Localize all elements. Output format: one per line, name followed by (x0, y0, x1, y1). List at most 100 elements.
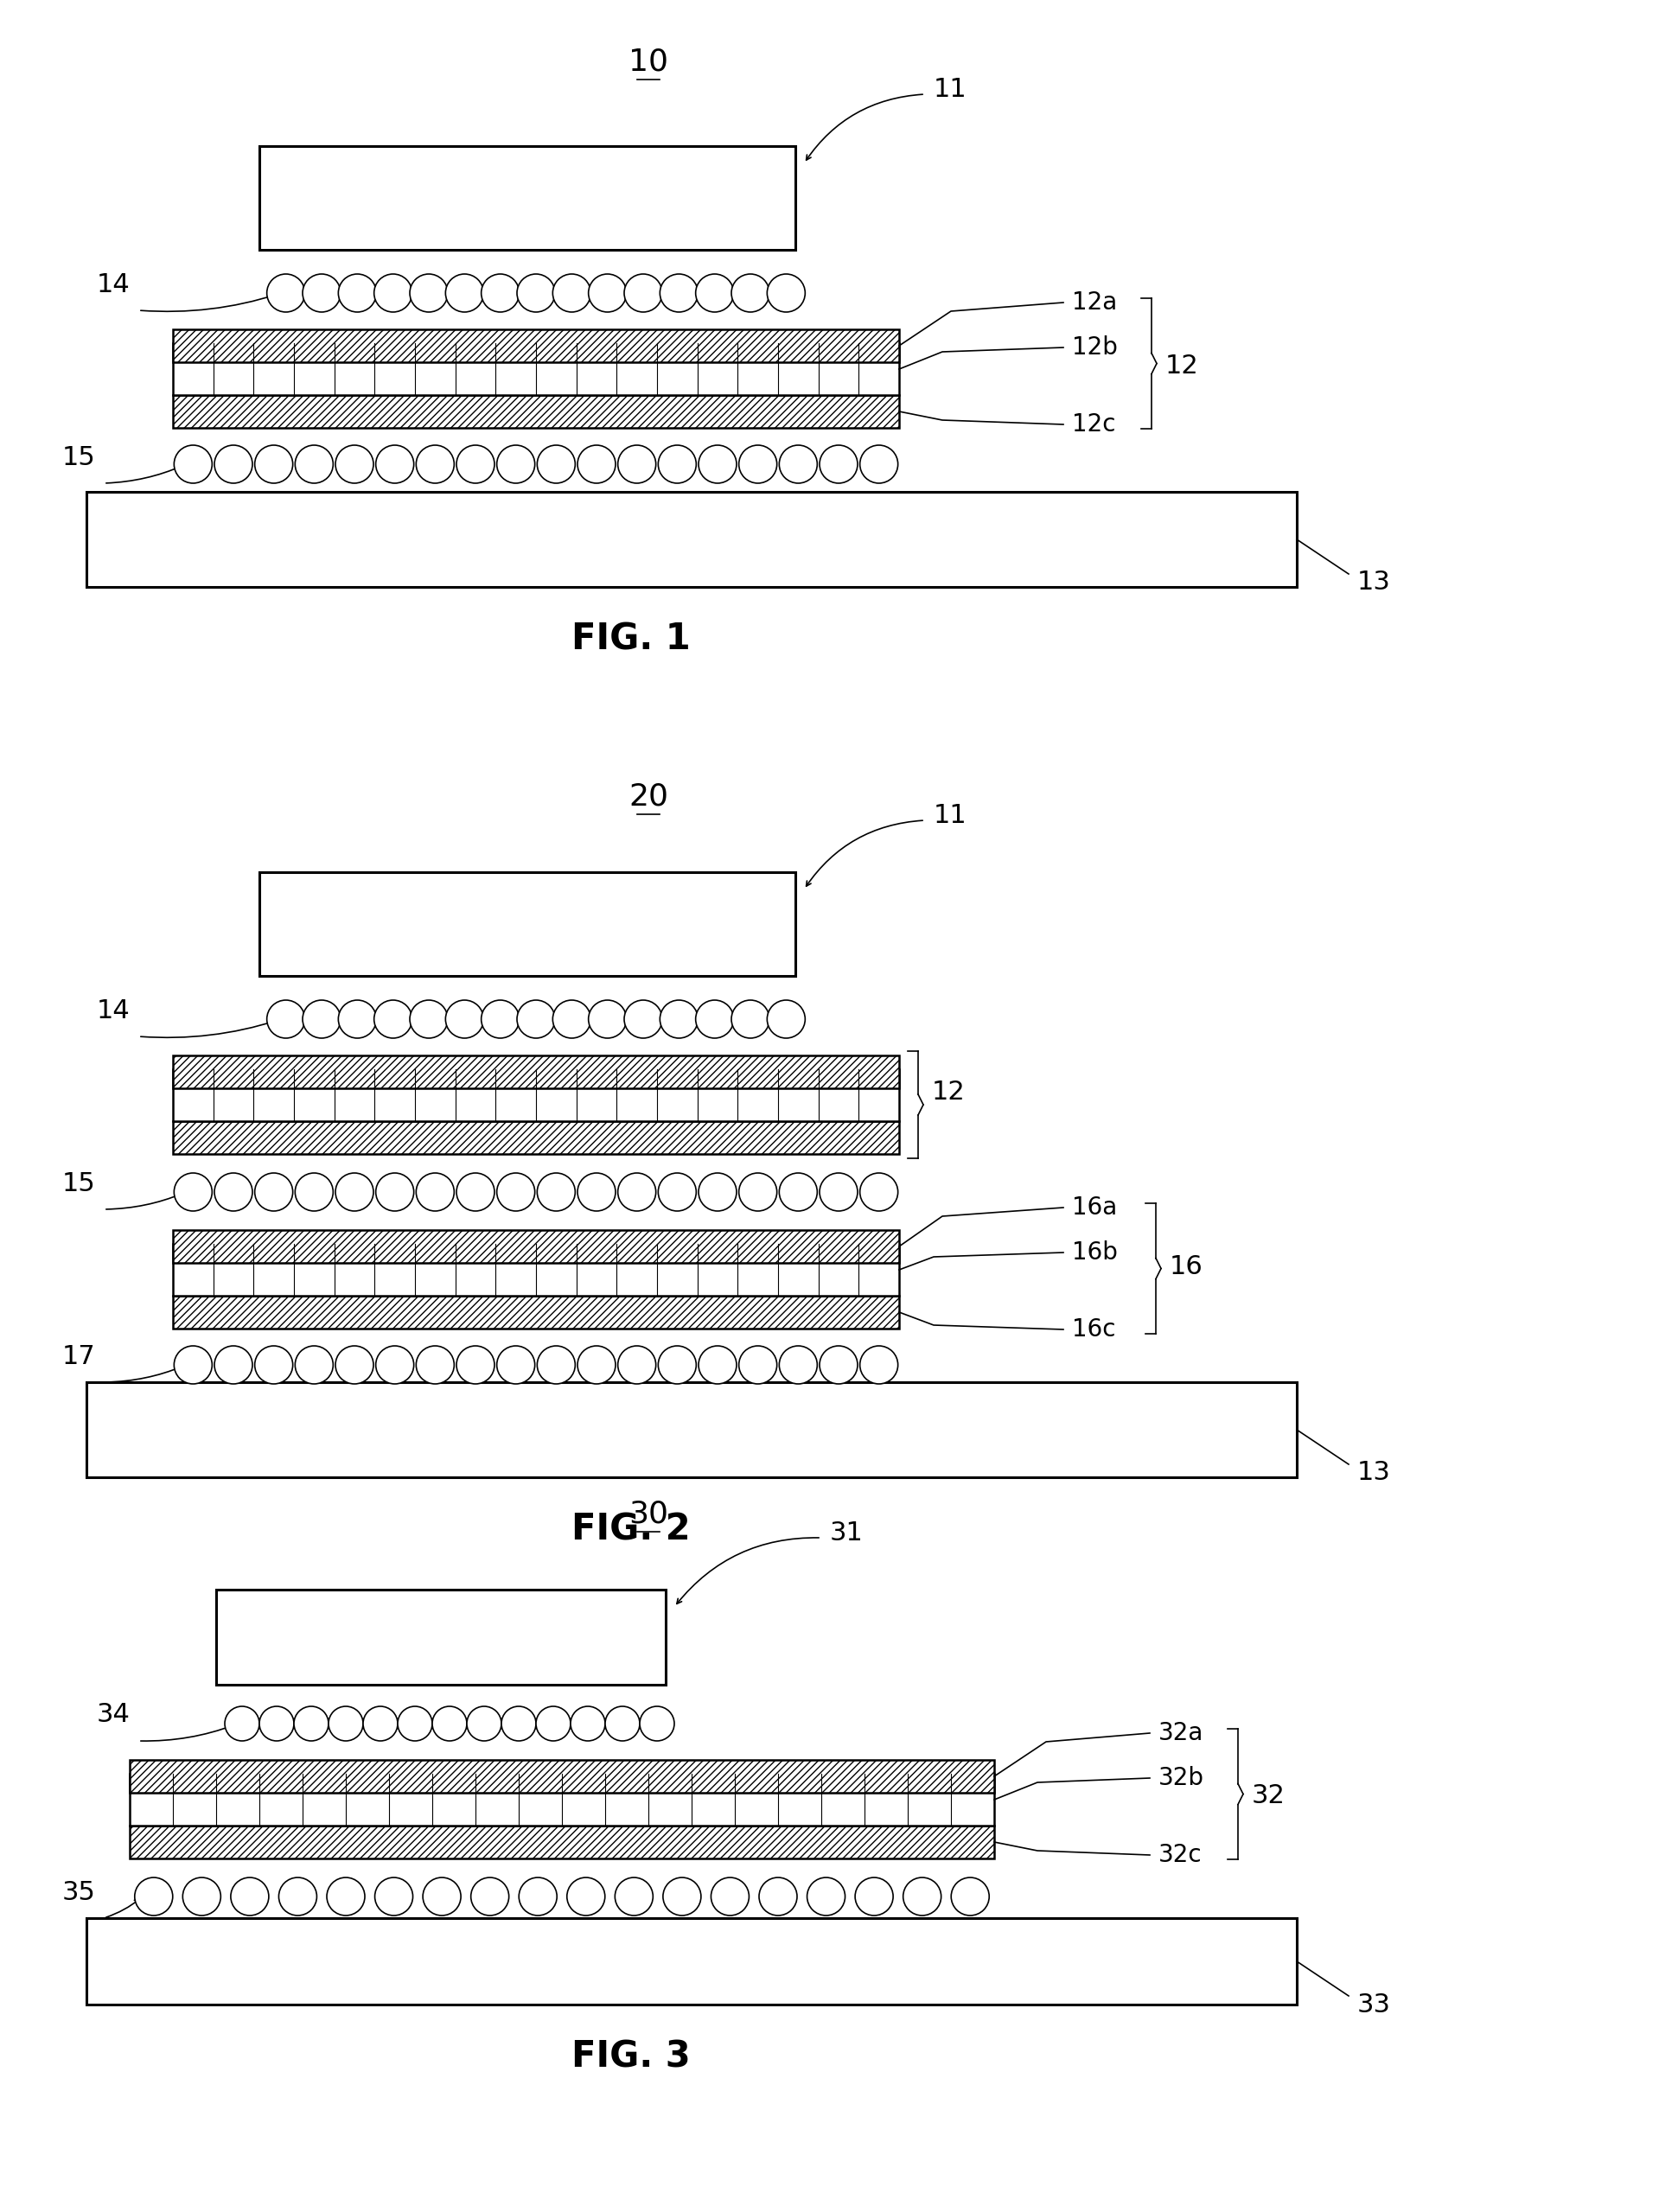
Circle shape (819, 1345, 857, 1385)
Text: 32: 32 (1252, 1783, 1285, 1809)
Circle shape (577, 445, 616, 482)
Circle shape (267, 1000, 305, 1037)
Circle shape (362, 1705, 398, 1741)
Circle shape (698, 1172, 737, 1210)
Circle shape (589, 274, 626, 312)
Circle shape (416, 1172, 455, 1210)
Circle shape (732, 274, 770, 312)
Circle shape (267, 274, 305, 312)
Circle shape (416, 1345, 455, 1385)
Circle shape (225, 1705, 260, 1741)
Circle shape (215, 1172, 252, 1210)
Circle shape (659, 274, 698, 312)
Circle shape (294, 1705, 329, 1741)
Bar (173, 330, 899, 363)
Circle shape (175, 1345, 211, 1385)
Circle shape (738, 1345, 777, 1385)
Text: 32b: 32b (1158, 1765, 1205, 1790)
Circle shape (374, 1878, 413, 1916)
Bar (173, 1055, 899, 1088)
Circle shape (614, 1878, 653, 1916)
Circle shape (336, 445, 374, 482)
Text: 12: 12 (931, 1079, 965, 1104)
Circle shape (295, 445, 334, 482)
Circle shape (618, 445, 656, 482)
Bar (173, 1068, 899, 1121)
Circle shape (639, 1705, 675, 1741)
Circle shape (472, 1878, 508, 1916)
Circle shape (215, 1345, 252, 1385)
Circle shape (903, 1878, 941, 1916)
Text: 12b: 12b (1072, 336, 1118, 361)
Circle shape (232, 1878, 268, 1916)
Text: 32a: 32a (1158, 1721, 1203, 1745)
Text: 16b: 16b (1072, 1241, 1118, 1265)
Circle shape (537, 1345, 576, 1385)
Circle shape (807, 1878, 846, 1916)
Circle shape (374, 274, 413, 312)
Bar (129, 1761, 993, 1792)
Text: 12c: 12c (1072, 411, 1116, 436)
Circle shape (376, 445, 414, 482)
Circle shape (175, 445, 211, 482)
Circle shape (134, 1878, 173, 1916)
Circle shape (567, 1878, 606, 1916)
Circle shape (535, 1705, 571, 1741)
Text: 16a: 16a (1072, 1194, 1118, 1219)
Circle shape (779, 1172, 817, 1210)
Circle shape (423, 1878, 461, 1916)
Circle shape (255, 1172, 292, 1210)
Circle shape (175, 1172, 211, 1210)
Text: 11: 11 (933, 803, 967, 830)
Bar (173, 1230, 899, 1263)
Circle shape (183, 1878, 221, 1916)
Bar (87, 1918, 1297, 2004)
Bar (87, 1382, 1297, 1478)
Text: 32c: 32c (1158, 1843, 1201, 1867)
Circle shape (589, 1000, 626, 1037)
Circle shape (215, 445, 252, 482)
Circle shape (571, 1705, 606, 1741)
Circle shape (658, 445, 696, 482)
Text: 14: 14 (96, 272, 129, 296)
Text: 12a: 12a (1072, 290, 1118, 314)
Circle shape (374, 1000, 413, 1037)
Circle shape (433, 1705, 466, 1741)
Circle shape (302, 1000, 341, 1037)
Circle shape (618, 1172, 656, 1210)
Text: FIG. 1: FIG. 1 (572, 622, 691, 657)
Circle shape (456, 1345, 495, 1385)
Bar (173, 1296, 899, 1329)
Circle shape (537, 445, 576, 482)
Circle shape (738, 445, 777, 482)
Circle shape (624, 1000, 663, 1037)
Circle shape (552, 274, 591, 312)
Circle shape (409, 1000, 448, 1037)
Circle shape (517, 274, 555, 312)
Bar (173, 396, 899, 427)
Circle shape (302, 274, 341, 312)
Circle shape (482, 274, 519, 312)
Circle shape (482, 1000, 519, 1037)
Circle shape (819, 1172, 857, 1210)
Circle shape (255, 1345, 292, 1385)
Text: 16: 16 (1170, 1254, 1203, 1279)
Circle shape (398, 1705, 433, 1741)
Bar (260, 146, 795, 250)
Circle shape (658, 1172, 696, 1210)
Text: 35: 35 (62, 1880, 96, 1905)
Circle shape (552, 1000, 591, 1037)
Circle shape (779, 445, 817, 482)
Bar (173, 1121, 899, 1155)
Circle shape (767, 274, 805, 312)
Circle shape (466, 1705, 502, 1741)
Text: 15: 15 (62, 1170, 96, 1197)
Circle shape (696, 1000, 733, 1037)
Circle shape (819, 445, 857, 482)
Circle shape (295, 1345, 334, 1385)
Bar (173, 1243, 899, 1296)
Text: 16c: 16c (1072, 1318, 1116, 1340)
Circle shape (711, 1878, 748, 1916)
Circle shape (456, 1172, 495, 1210)
Circle shape (502, 1705, 535, 1741)
